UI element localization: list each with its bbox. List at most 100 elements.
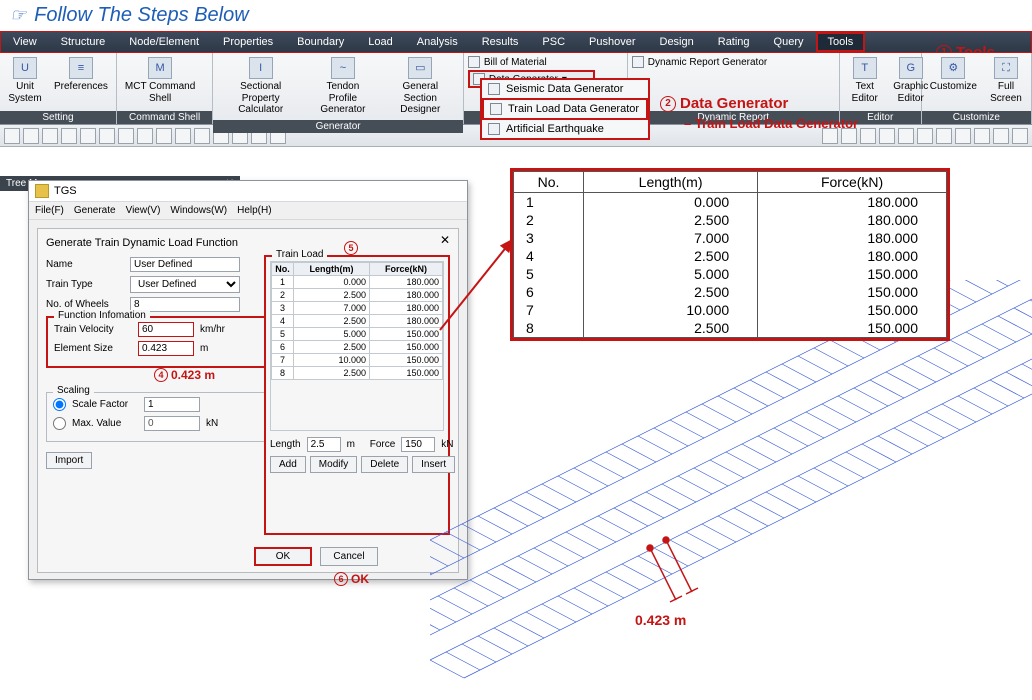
tb-icon[interactable] [137, 128, 153, 144]
app-icon [35, 184, 49, 198]
tgs-titlebar: TGS [29, 181, 467, 202]
table-row[interactable]: 62.500150.000 [272, 341, 443, 354]
main-menu: View Structure Node/Element Properties B… [0, 31, 1032, 53]
tb-icon[interactable] [898, 128, 914, 144]
tb-icon[interactable] [42, 128, 58, 144]
menu-pushover[interactable]: Pushover [577, 32, 647, 52]
menu-psc[interactable]: PSC [530, 32, 577, 52]
scale-factor-radio[interactable] [53, 398, 66, 411]
callout-4: 4 0.423 m [154, 368, 215, 382]
menu-design[interactable]: Design [648, 32, 706, 52]
dialog-title: Generate Train Dynamic Load Function [46, 237, 450, 249]
length-input[interactable] [307, 437, 341, 452]
table-row[interactable]: 82.500150.000 [272, 367, 443, 380]
menu-node[interactable]: Node/Element [117, 32, 211, 52]
tb-icon[interactable] [4, 128, 20, 144]
sf-input[interactable] [144, 397, 200, 412]
rbtn-customize[interactable]: ⚙Customize [926, 55, 981, 95]
add-button[interactable]: Add [270, 456, 306, 473]
tb-icon[interactable] [61, 128, 77, 144]
elem-input[interactable] [138, 341, 194, 356]
table-row: 37.000180.000 [514, 229, 947, 247]
tb-icon[interactable] [194, 128, 210, 144]
tgs-help[interactable]: Help(H) [237, 205, 271, 216]
velocity-unit: km/hr [200, 324, 225, 335]
tgs-generate[interactable]: Generate [74, 205, 116, 216]
elem-label: Element Size [54, 343, 132, 354]
rbtn-tendon[interactable]: ~Tendon ProfileGenerator [308, 55, 378, 118]
tgs-view[interactable]: View(V) [126, 205, 161, 216]
traintype-select[interactable]: User Defined [130, 276, 240, 293]
instruction-text: Follow The Steps Below [34, 4, 249, 27]
train-icon [490, 103, 502, 115]
group-cmd: Command Shell [117, 111, 212, 124]
tb-icon[interactable] [118, 128, 134, 144]
dialog-generate-train-load: Generate Train Dynamic Load Function ✕ 5… [37, 228, 459, 573]
tgs-file[interactable]: File(F) [35, 205, 64, 216]
tb-icon[interactable] [23, 128, 39, 144]
name-input[interactable] [130, 257, 240, 272]
cancel-button[interactable]: Cancel [320, 547, 378, 566]
modify-button[interactable]: Modify [310, 456, 357, 473]
menu-structure[interactable]: Structure [49, 32, 118, 52]
bill-of-material[interactable]: Bill of Material [468, 56, 547, 68]
tgs-window: TGS File(F) Generate View(V) Windows(W) … [28, 180, 468, 580]
table-row[interactable]: 42.500180.000 [272, 315, 443, 328]
menu-load[interactable]: Load [356, 32, 404, 52]
velocity-input[interactable] [138, 322, 194, 337]
menu-tools[interactable]: Tools [816, 32, 866, 52]
tb-icon[interactable] [974, 128, 990, 144]
dd-earthquake[interactable]: Artificial Earthquake [482, 120, 648, 138]
table-row: 62.500150.000 [514, 283, 947, 301]
dimension-label: 0.423 m [635, 612, 686, 628]
group-generator: Generator [213, 120, 463, 133]
bill-icon [468, 56, 480, 68]
tb-icon[interactable] [99, 128, 115, 144]
tb-icon[interactable] [175, 128, 191, 144]
tgs-windows[interactable]: Windows(W) [170, 205, 227, 216]
menu-analysis[interactable]: Analysis [405, 32, 470, 52]
tb-icon[interactable] [936, 128, 952, 144]
table-row[interactable]: 55.000150.000 [272, 328, 443, 341]
dd-seismic[interactable]: Seismic Data Generator [482, 80, 648, 98]
menu-boundary[interactable]: Boundary [285, 32, 356, 52]
rbtn-mct[interactable]: MMCT CommandShell [121, 55, 199, 106]
table-row[interactable]: 22.500180.000 [272, 289, 443, 302]
table-row[interactable]: 37.000180.000 [272, 302, 443, 315]
delete-button[interactable]: Delete [361, 456, 408, 473]
rbtn-sectional[interactable]: ISectional PropertyCalculator [217, 55, 304, 118]
tb-icon[interactable] [955, 128, 971, 144]
dd-trainload[interactable]: Train Load Data Generator [482, 98, 648, 120]
tb-icon[interactable] [860, 128, 876, 144]
seismic-icon [488, 83, 500, 95]
rbtn-preferences[interactable]: ≡Preferences [50, 55, 112, 95]
table-row[interactable]: 710.000150.000 [272, 354, 443, 367]
group-cust: Customize [922, 111, 1031, 124]
menu-results[interactable]: Results [470, 32, 531, 52]
rbtn-unit-system[interactable]: UUnitSystem [4, 55, 46, 106]
tb-icon[interactable] [993, 128, 1009, 144]
rbtn-fullscreen[interactable]: ⛶FullScreen [985, 55, 1027, 106]
train-load-table: No. Length(m) Force(kN) 10.000180.00022.… [271, 262, 443, 380]
menu-rating[interactable]: Rating [706, 32, 762, 52]
mv-input [144, 416, 200, 431]
elem-unit: m [200, 343, 208, 354]
table-row: 42.500180.000 [514, 247, 947, 265]
menu-properties[interactable]: Properties [211, 32, 285, 52]
import-button[interactable]: Import [46, 452, 92, 469]
close-icon[interactable]: ✕ [440, 233, 450, 247]
ok-button[interactable]: OK [254, 547, 312, 566]
tb-icon[interactable] [80, 128, 96, 144]
table-row[interactable]: 10.000180.000 [272, 276, 443, 289]
scaling-group: Scaling Scale Factor Max. ValuekN [46, 392, 266, 442]
tb-icon[interactable] [156, 128, 172, 144]
tb-icon[interactable] [1012, 128, 1028, 144]
rbtn-gensec[interactable]: ▭General SectionDesigner [382, 55, 459, 118]
max-value-radio[interactable] [53, 417, 66, 430]
menu-view[interactable]: View [1, 32, 49, 52]
dynamic-report-gen[interactable]: Dynamic Report Generator [632, 56, 768, 68]
mv-label: Max. Value [72, 418, 138, 429]
tb-icon[interactable] [917, 128, 933, 144]
menu-query[interactable]: Query [762, 32, 816, 52]
tb-icon[interactable] [879, 128, 895, 144]
